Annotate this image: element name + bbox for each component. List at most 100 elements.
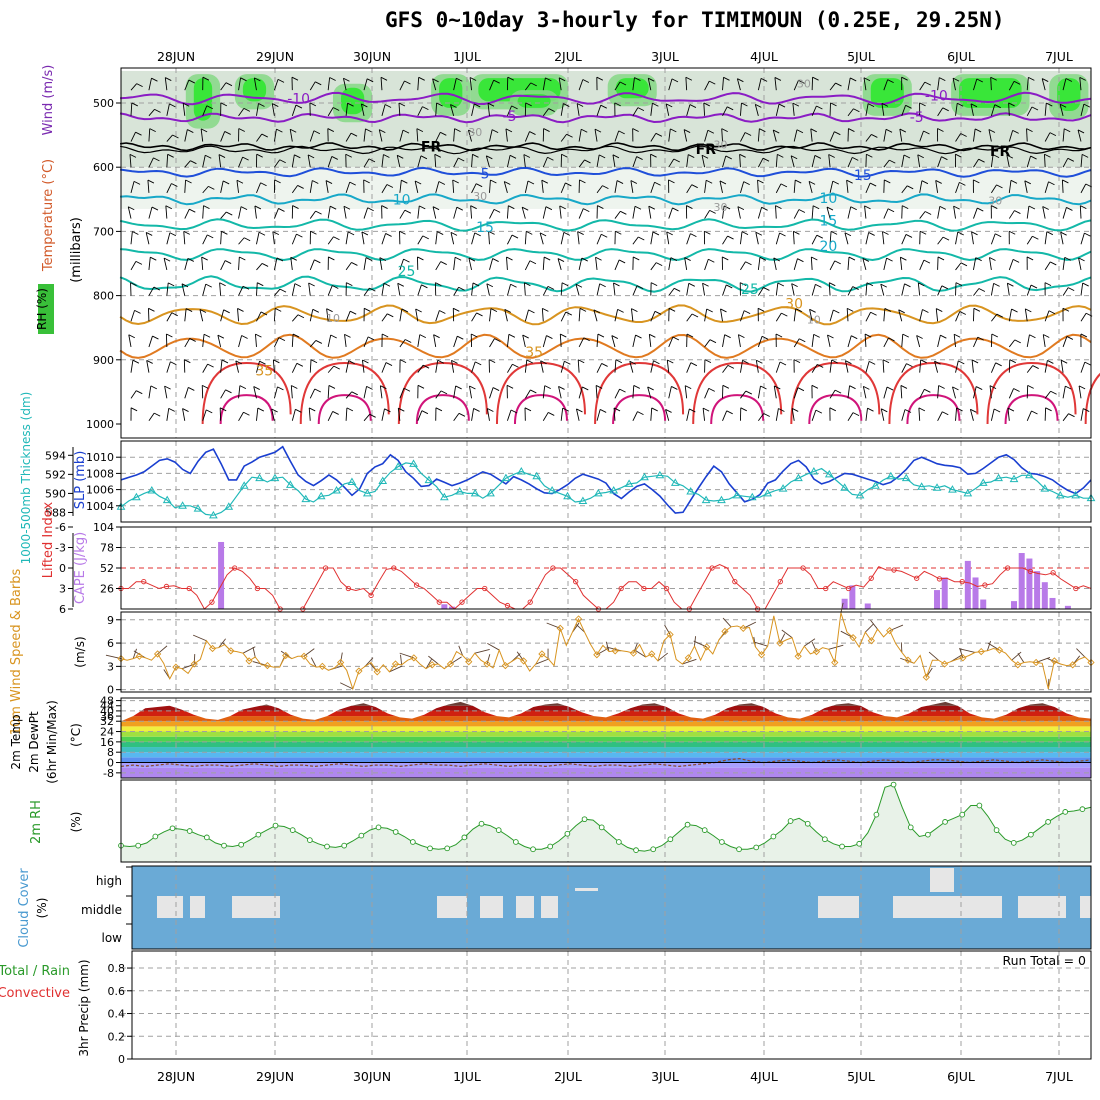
wind-barb [740, 310, 745, 322]
wind-barb [793, 180, 796, 193]
wind-barb [793, 387, 799, 399]
wind-barb-flag [542, 308, 549, 312]
wind-barb-flag [846, 179, 853, 184]
wind-barb [238, 335, 243, 348]
wind-barb [344, 334, 347, 348]
wind-barb-flag [989, 257, 996, 261]
wind-barb-flag [205, 154, 212, 159]
wind-barb [309, 259, 315, 271]
wind-barb-flag [683, 129, 691, 133]
ylabel-total-rain: Total / Rain [0, 964, 70, 979]
wind-barb [220, 231, 222, 245]
wind-barb [935, 180, 939, 193]
wind-barb [919, 130, 924, 142]
wind-barb-flag [797, 387, 805, 392]
wind-barb-flag [975, 386, 983, 390]
wind-barb-flag [1068, 413, 1075, 418]
date-label-top: 7JUL [1045, 49, 1073, 64]
wind-barb [148, 257, 151, 270]
y-tick-label-right: 1004 [86, 500, 114, 513]
wind-barb-flag [1030, 155, 1037, 160]
y-tick-label: 500 [93, 97, 114, 110]
wind-barb [453, 257, 456, 270]
wind-barb-flag [153, 286, 161, 291]
lifted-index-marker [868, 575, 874, 581]
wind-barb-flag [206, 105, 213, 110]
wind-barb [271, 408, 275, 421]
wind-barb-flag [454, 256, 462, 261]
wind-barb-flag [1042, 206, 1049, 210]
wind-barb [238, 286, 244, 296]
wind-barb [955, 182, 960, 194]
wind-barb-flag [671, 386, 678, 390]
wind-barb [1062, 386, 1066, 399]
run-total-label: Run Total = 0 [1002, 953, 1086, 968]
wind-barb-flag [368, 158, 376, 163]
wind-barb-flag [795, 308, 802, 313]
wind-barb-flag [456, 206, 463, 211]
lifted-index-marker [436, 599, 442, 605]
wind-barb [363, 207, 369, 219]
wind-barb [417, 77, 420, 91]
wind-speed-marker [1032, 658, 1040, 667]
wind-barb-flag [577, 231, 584, 235]
wind-barb-flag [811, 256, 818, 261]
wind-barb [864, 334, 867, 347]
wind-barb-flag [688, 154, 695, 158]
lifted-index-marker [232, 565, 238, 571]
wind-barb [504, 309, 508, 322]
wind-barb-flag [260, 311, 268, 316]
wind-barb-flag [257, 407, 265, 412]
wind-barb [632, 411, 638, 421]
wind-barb [291, 314, 299, 322]
wind-speed-marker [538, 650, 546, 658]
lifted-index-marker [959, 579, 965, 585]
wind-barb [973, 336, 979, 348]
wind-barb-flag [403, 258, 410, 263]
wind-barb-flag [834, 389, 842, 394]
wind-barb-flag [601, 363, 608, 367]
rh-contour-label: 30 [988, 195, 1002, 208]
wind-barb-flag [599, 283, 606, 288]
wind-barb [309, 180, 313, 193]
thickness-marker [547, 486, 557, 494]
wind-barb [379, 257, 383, 270]
wind-barb [900, 642, 903, 653]
wind-barb-flag [941, 156, 948, 161]
wind-barb [577, 231, 580, 245]
temp-band [121, 752, 1091, 758]
wind-barb-flag [1046, 231, 1054, 236]
date-label-bottom: 1JUL [453, 1069, 481, 1084]
wind-barb [668, 78, 673, 91]
wind-barb-flag [594, 128, 602, 133]
wind-barb [666, 359, 670, 373]
wind-barb [148, 206, 153, 219]
panel-frame [120, 697, 1092, 779]
thickness-marker [917, 482, 927, 490]
wind-speed-marker [1050, 657, 1059, 665]
wind-barb-flag [432, 78, 439, 83]
wind-barb-flag [670, 128, 677, 133]
wind-barb-flag [886, 257, 893, 262]
y-tick-label: 0.8 [108, 962, 126, 975]
wind-barb [560, 311, 567, 322]
lifted-index-marker [641, 585, 647, 592]
wind-barb [432, 78, 437, 91]
thickness-marker [640, 472, 649, 481]
wind-barb [1080, 154, 1083, 168]
wind-barb [560, 133, 567, 142]
wind-barb-flag [938, 385, 945, 389]
thickness-marker [347, 477, 357, 485]
wind-barb [937, 156, 942, 168]
wind-barb-flag [812, 76, 819, 81]
wind-barb [130, 231, 133, 245]
wind-barb [740, 261, 746, 271]
wind-barb-flag [565, 182, 572, 187]
rh-blob-core [193, 78, 213, 121]
wind-barb-flag [709, 209, 716, 214]
wind-barb [990, 233, 996, 245]
wind-barb-flag [902, 333, 909, 338]
wind-barb [809, 309, 813, 322]
cloud-block-middle [1080, 896, 1091, 918]
wind-barb [883, 258, 888, 271]
